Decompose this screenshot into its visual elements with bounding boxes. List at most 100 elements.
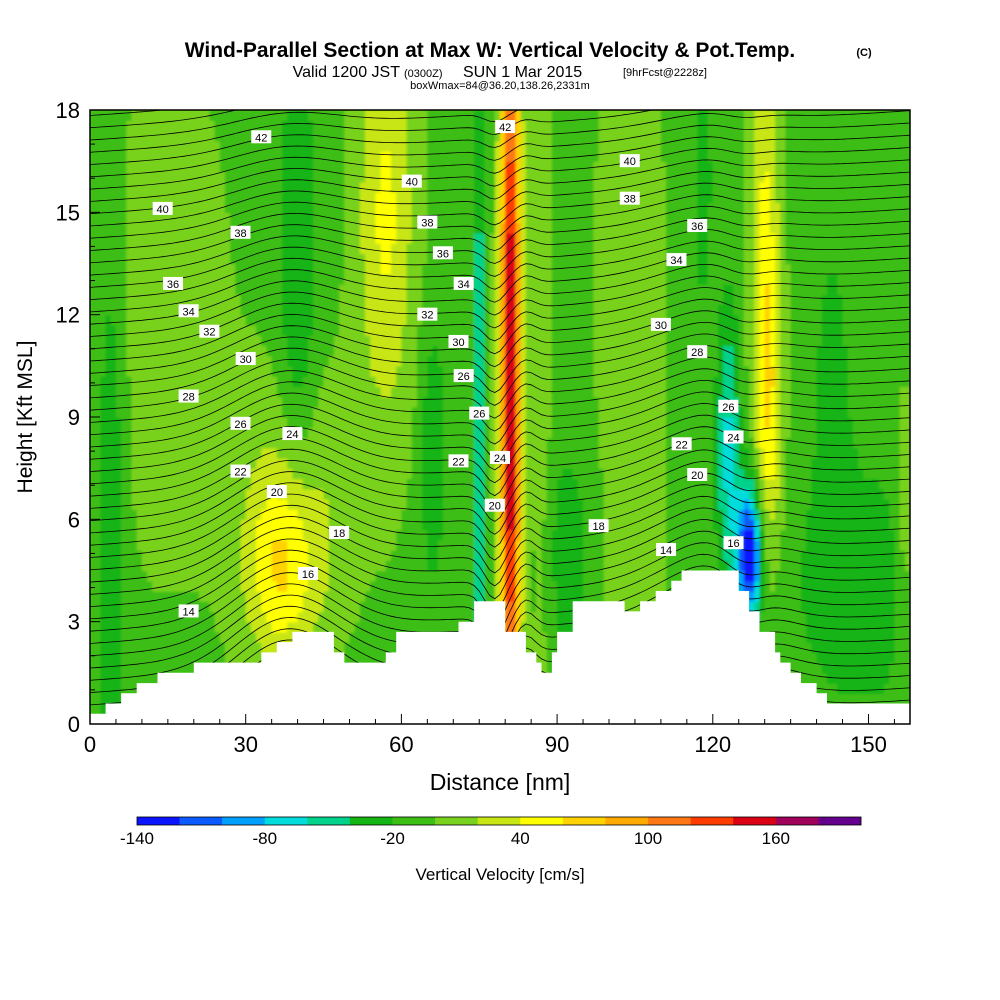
velocity-cell [219, 631, 226, 643]
velocity-cell [505, 417, 512, 428]
velocity-cell [494, 529, 501, 541]
velocity-cell [411, 550, 418, 561]
velocity-cell [515, 550, 522, 561]
velocity-cell [370, 427, 377, 439]
velocity-cell [806, 672, 813, 684]
velocity-cell [821, 601, 828, 613]
velocity-cell [354, 652, 361, 664]
velocity-cell [167, 417, 174, 428]
velocity-cell [292, 550, 299, 561]
velocity-cell [209, 590, 216, 602]
velocity-cell [500, 468, 506, 480]
velocity-cell [318, 406, 325, 418]
velocity-cell [852, 662, 859, 674]
velocity-cell [95, 396, 102, 408]
velocity-cell [282, 621, 288, 633]
velocity-cell [614, 529, 621, 541]
velocity-cell [614, 550, 621, 561]
velocity-cell [292, 447, 299, 459]
velocity-cell [826, 478, 833, 490]
velocity-cell [660, 417, 667, 428]
velocity-cell [437, 488, 444, 500]
velocity-cell [479, 550, 486, 561]
velocity-cell [230, 611, 237, 623]
velocity-cell [131, 396, 138, 408]
velocity-cell [115, 447, 122, 459]
velocity-cell [126, 662, 133, 674]
velocity-cell [380, 652, 387, 664]
velocity-cell [245, 396, 252, 408]
velocity-cell [266, 498, 273, 510]
velocity-cell [842, 642, 849, 654]
velocity-cell [531, 488, 538, 500]
velocity-cell [562, 611, 569, 623]
velocity-cell [442, 519, 449, 531]
velocity-cell [448, 437, 454, 449]
velocity-cell [863, 580, 870, 592]
velocity-cell [230, 539, 237, 551]
velocity-cell [235, 396, 242, 408]
velocity-cell [396, 509, 403, 521]
velocity-cell [567, 621, 574, 633]
velocity-cell [391, 519, 397, 531]
velocity-cell [769, 417, 776, 428]
velocity-cell [479, 498, 486, 510]
velocity-cell [121, 631, 128, 643]
velocity-cell [551, 478, 558, 490]
velocity-cell [884, 652, 890, 664]
velocity-cell [323, 611, 330, 623]
velocity-cell [178, 509, 185, 521]
velocity-cell [437, 601, 444, 613]
velocity-cell [801, 427, 807, 439]
velocity-cell [152, 539, 159, 551]
velocity-cell [728, 447, 735, 459]
velocity-cell [126, 417, 133, 428]
velocity-cell [634, 427, 641, 439]
velocity-cell [603, 447, 610, 459]
velocity-cell [463, 529, 470, 541]
velocity-cell [811, 631, 818, 643]
velocity-cell [90, 488, 96, 500]
velocity-cell [515, 560, 522, 572]
velocity-cell [832, 642, 839, 654]
velocity-cell [707, 437, 714, 449]
velocity-cell [406, 427, 413, 439]
velocity-cell [271, 437, 278, 449]
velocity-cell [754, 457, 761, 469]
velocity-cell [157, 457, 164, 469]
velocity-cell [256, 447, 262, 459]
velocity-cell [287, 437, 294, 449]
velocity-cell [510, 498, 517, 510]
velocity-cell [157, 478, 164, 490]
velocity-cell [806, 437, 813, 449]
velocity-cell [852, 457, 859, 469]
velocity-cell [323, 447, 330, 459]
velocity-cell [380, 488, 387, 500]
velocity-cell [131, 437, 138, 449]
velocity-cell [157, 652, 164, 664]
velocity-cell [707, 427, 714, 439]
velocity-cell [878, 437, 885, 449]
velocity-cell [645, 468, 652, 480]
velocity-cell [463, 396, 470, 408]
velocity-cell [126, 683, 133, 694]
velocity-cell [541, 447, 548, 459]
velocity-cell [562, 601, 569, 613]
velocity-cell [271, 457, 278, 469]
velocity-cell [821, 478, 828, 490]
velocity-cell [173, 652, 179, 664]
velocity-cell [359, 406, 366, 418]
velocity-cell [536, 560, 543, 572]
velocity-cell [126, 642, 133, 654]
velocity-cell [256, 437, 262, 449]
velocity-cell [354, 488, 361, 500]
velocity-cell [297, 621, 304, 633]
velocity-cell [795, 468, 802, 480]
velocity-cell [640, 519, 647, 531]
velocity-cell [339, 488, 345, 500]
velocity-cell [468, 396, 475, 408]
velocity-cell [147, 672, 153, 684]
velocity-cell [416, 406, 423, 418]
velocity-cell [141, 631, 148, 643]
velocity-cell [391, 427, 397, 439]
